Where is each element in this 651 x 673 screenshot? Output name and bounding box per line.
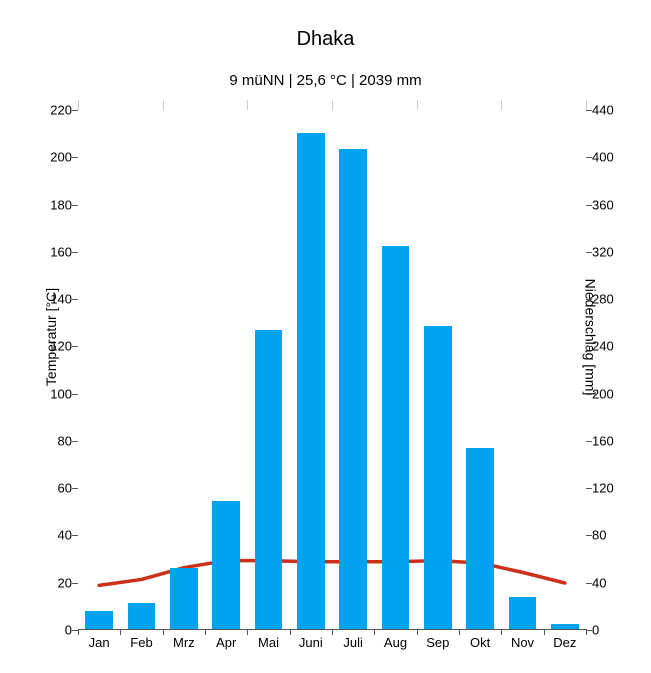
y-right-tick-mark	[586, 535, 592, 536]
y-left-tick-mark	[72, 441, 78, 442]
precip-bar	[170, 568, 198, 629]
x-tick-label: Feb	[130, 635, 152, 650]
y-right-tick-label: 240	[592, 339, 622, 354]
plot-inner: 0204060801001201401601802002200408012016…	[78, 110, 586, 630]
x-tick-label: Okt	[470, 635, 490, 650]
x-tick-label: Juli	[343, 635, 363, 650]
y-right-tick-mark	[586, 205, 592, 206]
x-tick-mark	[120, 629, 121, 635]
y-right-tick-label: 400	[592, 150, 622, 165]
y-right-tick-mark	[586, 488, 592, 489]
precip-bar	[85, 611, 113, 629]
precip-bar	[128, 603, 156, 629]
y-right-tick-mark	[586, 441, 592, 442]
precip-bar	[382, 246, 410, 629]
y-left-tick-label: 80	[42, 433, 72, 448]
y-left-tick-label: 100	[42, 386, 72, 401]
y-left-tick-label: 40	[42, 528, 72, 543]
climate-chart: Dhaka 9 müNN | 25,6 °C | 2039 mm Tempera…	[0, 0, 651, 673]
precip-bar	[297, 133, 325, 629]
y-right-tick-label: 280	[592, 292, 622, 307]
y-left-tick-label: 20	[42, 575, 72, 590]
x-tick-mark	[332, 629, 333, 635]
x-tick-mark	[501, 629, 502, 635]
precip-bar	[212, 501, 240, 629]
y-left-tick-mark	[72, 299, 78, 300]
y-left-tick-label: 160	[42, 244, 72, 259]
y-right-tick-label: 40	[592, 575, 622, 590]
x-tick-label: Apr	[216, 635, 236, 650]
y-left-tick-mark	[72, 346, 78, 347]
precip-bar	[424, 326, 452, 629]
y-right-tick-mark	[586, 110, 592, 111]
x-tick-mark	[586, 629, 587, 635]
x-tick-label: Mai	[258, 635, 279, 650]
y-left-tick-mark	[72, 488, 78, 489]
y-left-tick-mark	[72, 583, 78, 584]
x-tick-label: Aug	[384, 635, 407, 650]
precip-bar	[339, 149, 367, 629]
y-right-tick-label: 80	[592, 528, 622, 543]
y-right-tick-label: 120	[592, 481, 622, 496]
y-left-tick-label: 200	[42, 150, 72, 165]
y-left-tick-mark	[72, 394, 78, 395]
x-tick-label: Dez	[553, 635, 576, 650]
y-right-tick-mark	[586, 346, 592, 347]
x-tick-mark	[205, 629, 206, 635]
precip-bar	[466, 448, 494, 629]
top-tick	[163, 100, 164, 110]
precip-bar	[551, 624, 579, 629]
y-left-tick-label: 220	[42, 103, 72, 118]
y-left-tick-mark	[72, 535, 78, 536]
chart-title: Dhaka	[0, 28, 651, 51]
y-right-tick-mark	[586, 157, 592, 158]
y-right-tick-label: 320	[592, 244, 622, 259]
top-tick	[586, 100, 587, 110]
chart-subtitle: 9 müNN | 25,6 °C | 2039 mm	[0, 72, 651, 89]
temperature-line-path	[99, 561, 565, 586]
top-tick	[417, 100, 418, 110]
x-tick-mark	[247, 629, 248, 635]
x-tick-label: Juni	[299, 635, 323, 650]
y-right-tick-label: 160	[592, 433, 622, 448]
y-left-tick-label: 180	[42, 197, 72, 212]
y-right-tick-mark	[586, 583, 592, 584]
x-tick-label: Nov	[511, 635, 534, 650]
top-tick	[501, 100, 502, 110]
y-right-tick-label: 440	[592, 103, 622, 118]
y-right-tick-label: 200	[592, 386, 622, 401]
y-right-tick-label: 0	[592, 623, 622, 638]
x-tick-label: Jan	[89, 635, 110, 650]
x-tick-mark	[163, 629, 164, 635]
y-left-tick-mark	[72, 252, 78, 253]
x-tick-label: Mrz	[173, 635, 195, 650]
top-tick	[247, 100, 248, 110]
precip-bar	[255, 330, 283, 629]
y-left-tick-label: 120	[42, 339, 72, 354]
y-left-tick-mark	[72, 205, 78, 206]
y-right-tick-mark	[586, 299, 592, 300]
y-right-tick-label: 360	[592, 197, 622, 212]
x-tick-mark	[290, 629, 291, 635]
x-tick-mark	[78, 629, 79, 635]
y-right-tick-mark	[586, 252, 592, 253]
top-tick	[332, 100, 333, 110]
top-tick	[78, 100, 79, 110]
precip-bar	[509, 597, 537, 629]
y-left-tick-label: 140	[42, 292, 72, 307]
temperature-line	[78, 110, 586, 629]
y-left-tick-mark	[72, 110, 78, 111]
x-tick-mark	[417, 629, 418, 635]
x-tick-mark	[374, 629, 375, 635]
y-left-tick-label: 60	[42, 481, 72, 496]
plot-area: 0204060801001201401601802002200408012016…	[78, 110, 586, 630]
x-tick-mark	[544, 629, 545, 635]
y-left-tick-mark	[72, 157, 78, 158]
x-tick-mark	[459, 629, 460, 635]
y-right-tick-mark	[586, 394, 592, 395]
x-tick-label: Sep	[426, 635, 449, 650]
y-left-tick-label: 0	[42, 623, 72, 638]
